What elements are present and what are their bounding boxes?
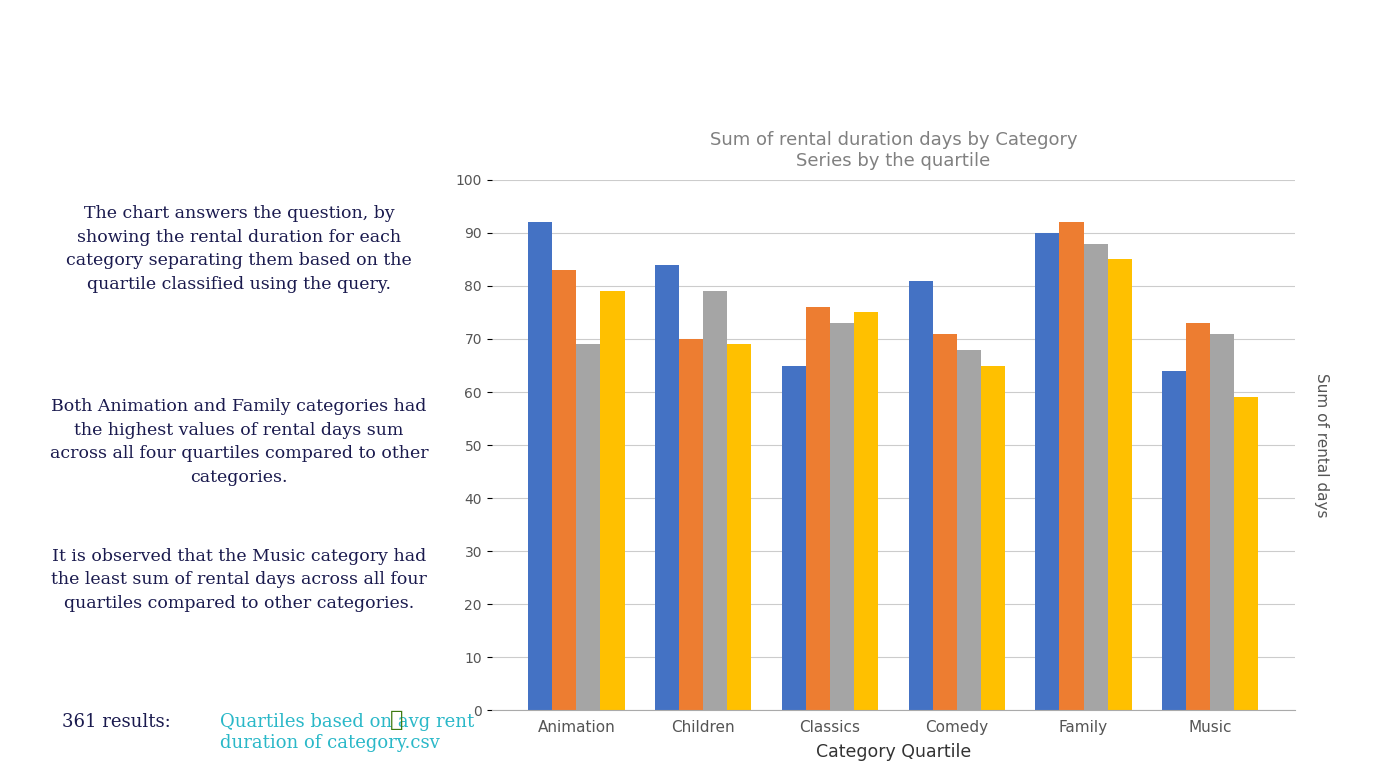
Text: are compared based on category across 4 quartiles?: are compared based on category across 4 … xyxy=(166,99,1219,134)
Text: 361 results:: 361 results: xyxy=(62,713,177,731)
Bar xyxy=(932,334,957,710)
Bar xyxy=(806,307,830,710)
Bar xyxy=(855,313,878,710)
Bar xyxy=(704,291,727,710)
Bar xyxy=(957,350,981,710)
Text: Both Animation and Family categories had
the highest values of rental days sum
a: Both Animation and Family categories had… xyxy=(50,398,428,486)
Bar xyxy=(981,365,1006,710)
Bar xyxy=(553,270,576,710)
Bar xyxy=(576,344,601,710)
Bar xyxy=(1108,259,1132,710)
Bar xyxy=(679,339,704,710)
Bar xyxy=(1083,243,1108,710)
Bar xyxy=(528,222,553,710)
Title: Sum of rental duration days by Category
Series by the quartile: Sum of rental duration days by Category … xyxy=(709,131,1078,170)
Bar xyxy=(1186,323,1210,710)
Bar xyxy=(830,323,855,710)
Bar xyxy=(727,344,751,710)
Text: It is observed that the Music category had
the least sum of rental days across a: It is observed that the Music category h… xyxy=(51,547,427,611)
Text: The chart answers the question, by
showing the rental duration for each
category: The chart answers the question, by showi… xyxy=(66,205,411,293)
Text: 🗝: 🗝 xyxy=(391,709,403,730)
Bar xyxy=(655,265,679,710)
Bar xyxy=(1060,222,1083,710)
Y-axis label: Sum of rental days: Sum of rental days xyxy=(1314,373,1330,517)
Bar xyxy=(1234,398,1259,710)
Bar xyxy=(781,365,806,710)
Bar xyxy=(601,291,625,710)
Text: How the length of rental duration of the family-friendly movies: How the length of rental duration of the… xyxy=(51,46,1334,80)
Bar xyxy=(1162,371,1186,710)
X-axis label: Category Quartile: Category Quartile xyxy=(816,743,971,761)
Bar xyxy=(1210,334,1234,710)
Bar xyxy=(1036,233,1060,710)
Text: Quartiles based on avg rent
duration of category.csv: Quartiles based on avg rent duration of … xyxy=(220,713,474,752)
Bar xyxy=(909,281,932,710)
